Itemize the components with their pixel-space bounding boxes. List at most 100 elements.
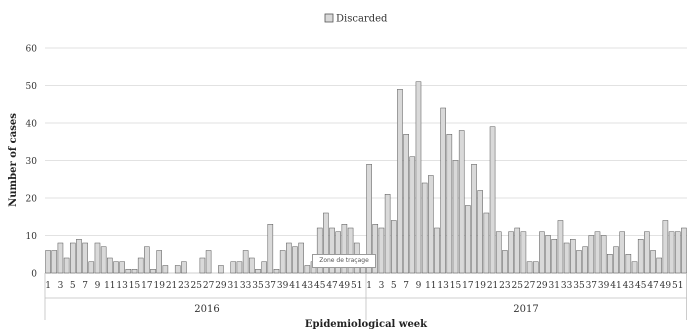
x-tick-label: 45	[635, 281, 647, 291]
x-tick-label: 39	[277, 281, 289, 291]
bar	[335, 231, 342, 274]
bar	[390, 220, 397, 274]
x-tick-label: 37	[586, 281, 598, 291]
bar	[483, 212, 490, 274]
bar	[582, 246, 588, 274]
bar	[94, 242, 101, 274]
bar	[347, 227, 354, 274]
x-tick-label: 1	[45, 281, 51, 291]
x-tick-label: 33	[561, 281, 573, 291]
bar	[465, 205, 471, 274]
bar	[551, 239, 558, 274]
x-tick-label: 35	[573, 281, 585, 291]
y-tick-label: 20	[26, 195, 38, 205]
bar	[205, 250, 212, 274]
x-tick-label: 21	[166, 281, 177, 291]
bars	[45, 81, 687, 274]
x-tick-label: 13	[116, 281, 128, 291]
bar	[637, 239, 644, 274]
bar	[607, 254, 613, 274]
bar	[125, 269, 132, 274]
bar	[316, 227, 323, 274]
bar	[613, 246, 619, 274]
legend-swatch	[324, 13, 334, 23]
x-tick-label: 33	[240, 281, 252, 291]
x-tick-label: 9	[416, 281, 422, 291]
bar	[292, 246, 298, 274]
bar	[162, 265, 169, 274]
bar	[384, 194, 391, 274]
x-tick-labels: 1 3 5 7 9 11 13 15 17 19 21 23 25 27 29 31 33 35 37 39 41 43 4…	[45, 281, 683, 291]
y-tick-labels: 0 10 20 30 40 50 60	[26, 45, 38, 280]
bar	[144, 246, 150, 274]
bar	[415, 81, 422, 274]
x-tick-label: 7	[403, 281, 409, 291]
bar	[421, 182, 428, 274]
bar	[539, 231, 545, 274]
bar	[440, 107, 446, 274]
x-axis-title: Epidemiological week	[305, 319, 428, 330]
x-tick-label: 45	[314, 281, 326, 291]
x-tick-label: 11	[425, 281, 436, 291]
plot-area-tooltip: Zone de traçage	[312, 254, 376, 268]
x-tick-label: 17	[462, 281, 474, 291]
bar	[576, 250, 582, 274]
bar	[242, 250, 249, 274]
x-tick-label: 19	[153, 281, 165, 291]
bar	[304, 265, 311, 274]
bar	[502, 250, 508, 274]
y-tick-label: 30	[26, 157, 38, 167]
x-tick-label: 51	[351, 281, 362, 291]
year-label-2017: 2017	[513, 304, 538, 315]
x-tick-label: 29	[215, 281, 227, 291]
year-label-2016: 2016	[194, 304, 219, 315]
x-tick-label: 25	[512, 281, 524, 291]
bar	[255, 269, 261, 274]
bar	[181, 261, 187, 274]
x-tick-label: 5	[391, 281, 397, 291]
bar	[323, 212, 329, 274]
bar	[532, 261, 539, 274]
bar	[45, 250, 51, 274]
bar	[267, 224, 274, 274]
x-tick-label: 25	[191, 281, 203, 291]
bar	[668, 231, 675, 274]
x-tick-label: 9	[95, 281, 101, 291]
bar	[471, 164, 477, 274]
bar	[563, 242, 570, 274]
bar	[570, 239, 576, 274]
x-tick-label: 47	[647, 281, 659, 291]
bar	[403, 134, 409, 274]
x-tick-label: 37	[265, 281, 277, 291]
x-tick-label: 15	[450, 281, 462, 291]
bar	[329, 227, 335, 274]
y-tick-label: 60	[26, 45, 38, 55]
bar	[150, 269, 156, 274]
x-tick-label: 23	[178, 281, 190, 291]
bar	[477, 190, 483, 274]
legend-label-discarded: Discarded	[336, 14, 388, 25]
bar	[51, 250, 58, 274]
bar	[452, 160, 459, 274]
x-tick-label: 13	[437, 281, 449, 291]
x-tick-label: 3	[58, 281, 64, 291]
bar	[508, 231, 514, 274]
bar	[594, 231, 601, 274]
bar	[69, 242, 76, 274]
y-tick-label: 40	[26, 120, 38, 130]
bar	[100, 246, 107, 274]
bar	[681, 227, 687, 274]
x-tick-label: 51	[672, 281, 683, 291]
x-tick-label: 11	[104, 281, 115, 291]
bar	[107, 257, 113, 274]
x-tick-label: 49	[660, 281, 672, 291]
x-tick-label: 15	[129, 281, 141, 291]
bar	[76, 239, 82, 274]
bar	[545, 235, 551, 274]
x-tick-label: 23	[499, 281, 511, 291]
legend: Discarded	[324, 13, 388, 25]
bar	[286, 242, 292, 274]
bar	[218, 265, 224, 274]
bar	[82, 242, 88, 274]
x-tick-label: 43	[623, 281, 635, 291]
